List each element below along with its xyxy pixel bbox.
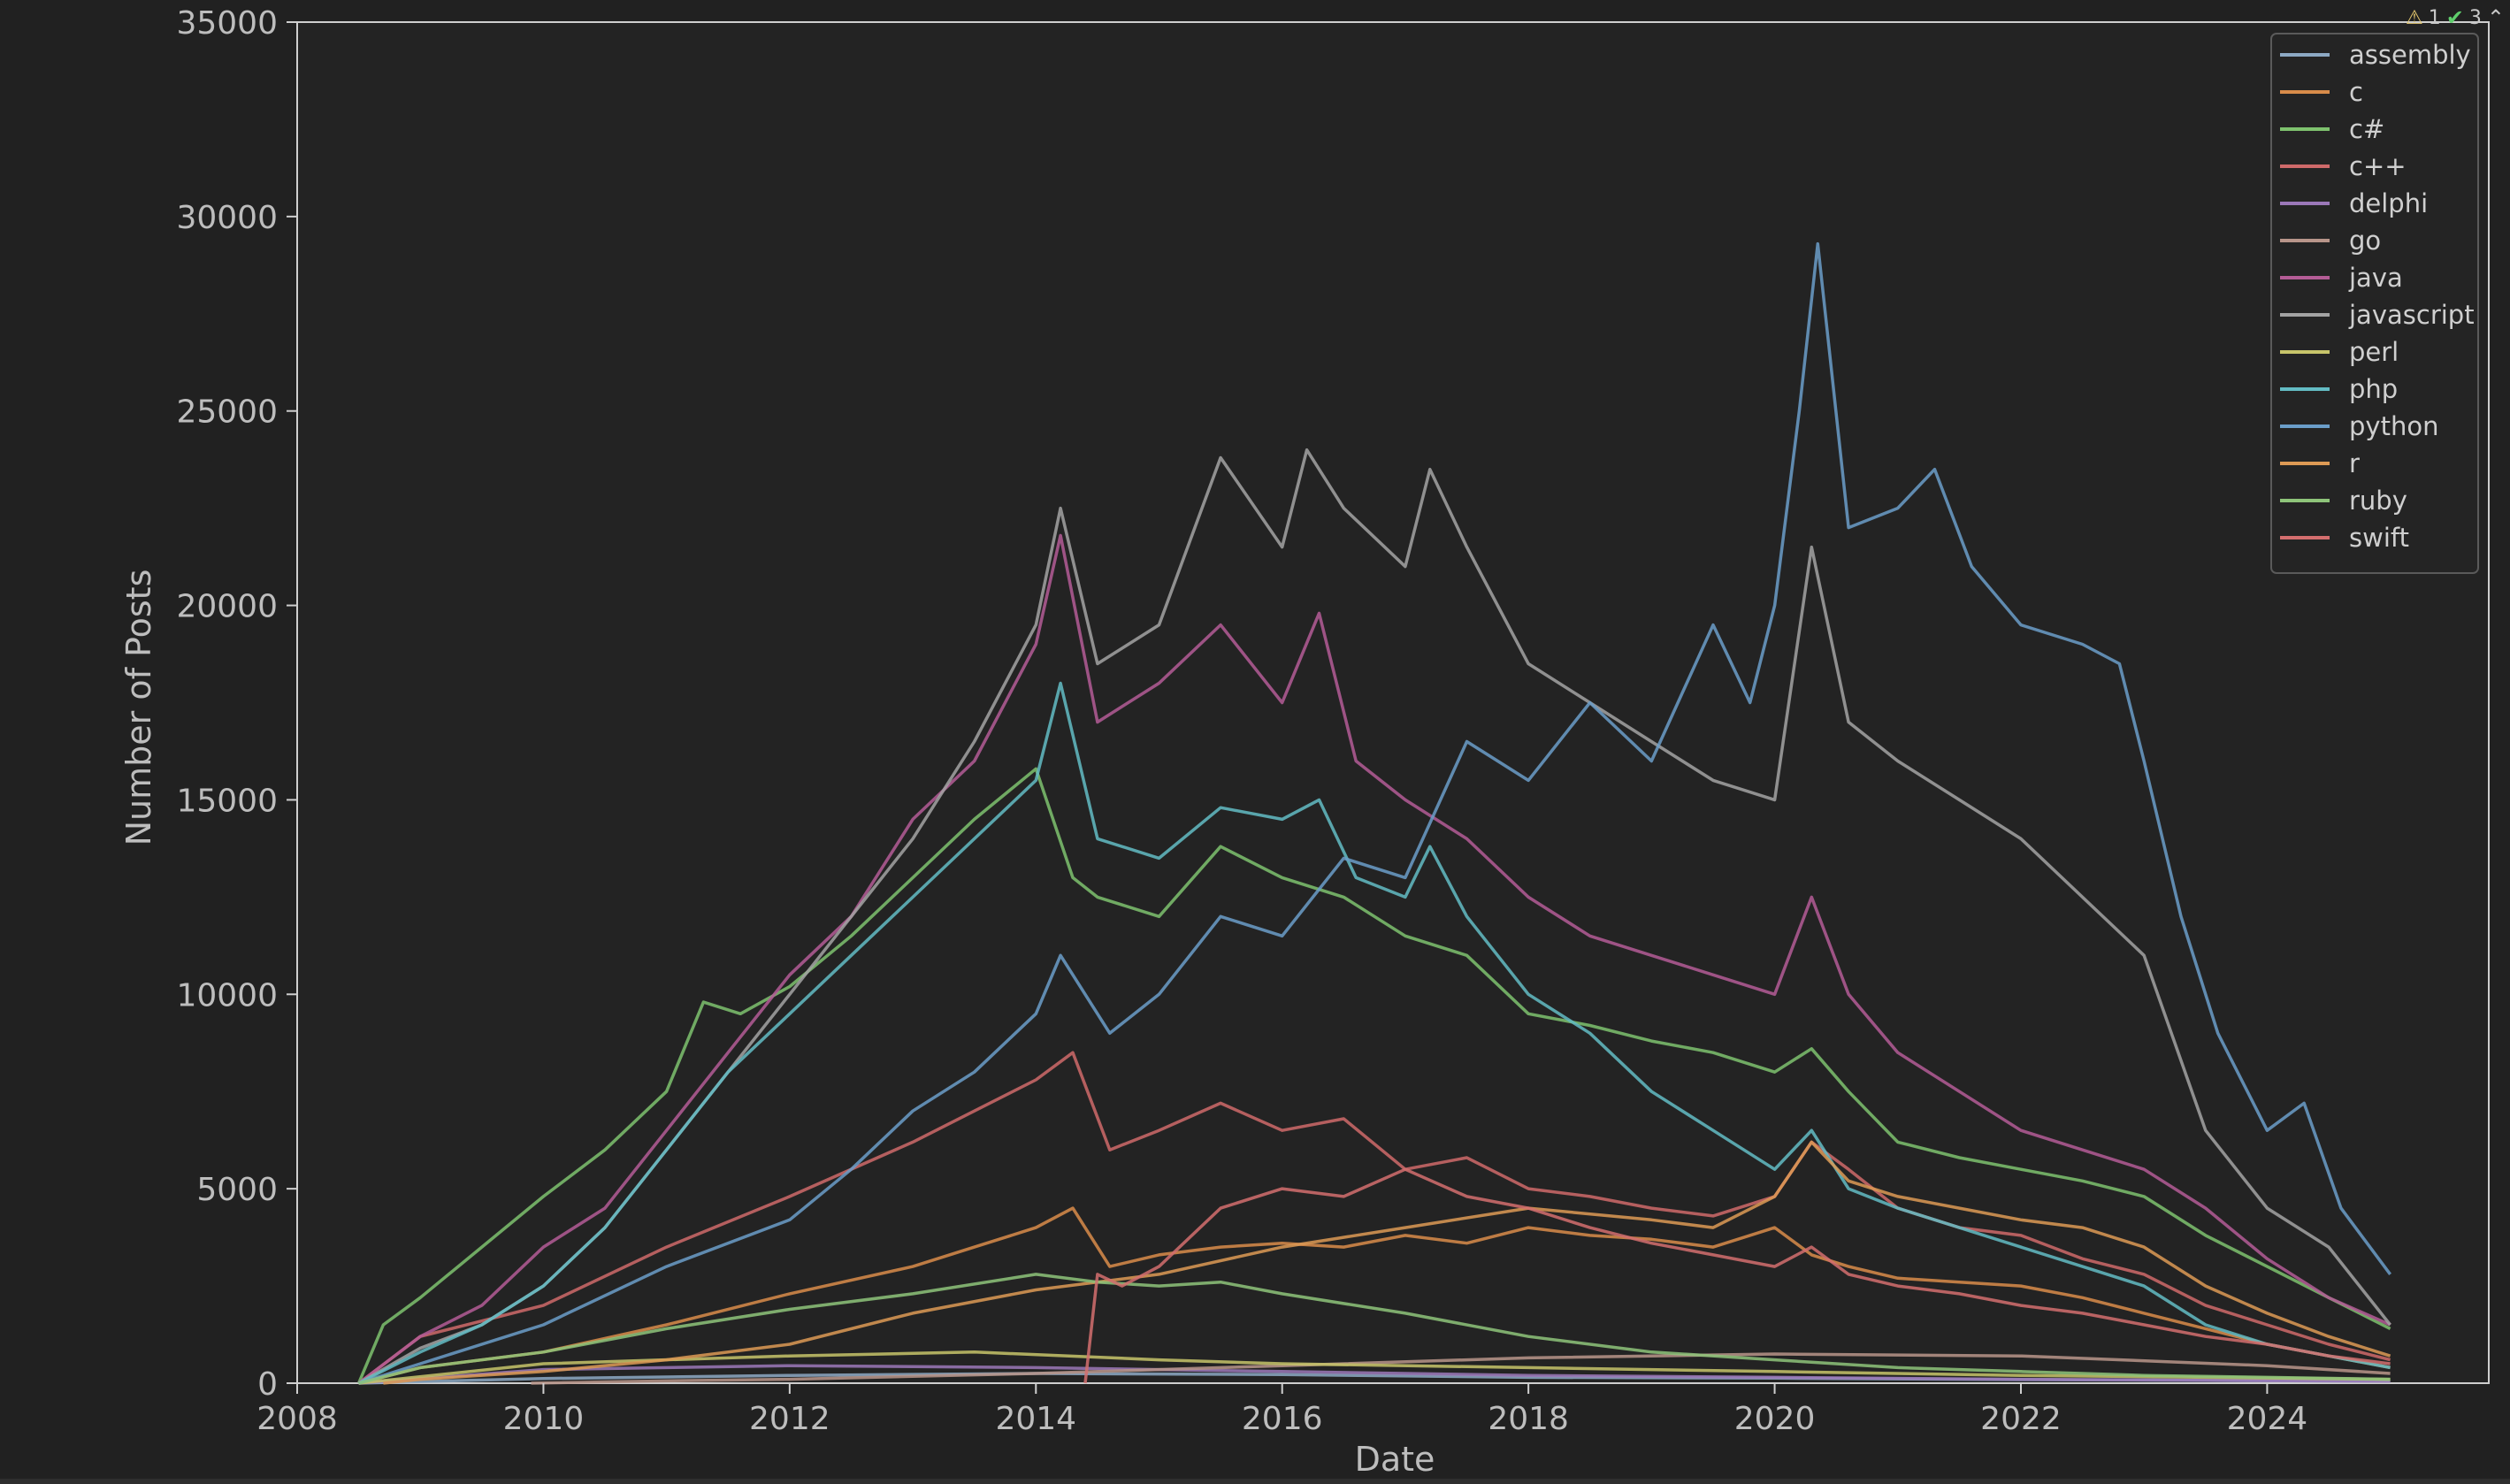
warning-count: 1 xyxy=(2428,6,2441,29)
x-tick-label: 2014 xyxy=(995,1401,1076,1437)
y-axis-title: Number of Posts xyxy=(119,570,158,846)
check-count: 3 xyxy=(2468,6,2482,29)
series-layer xyxy=(356,241,2392,1385)
series-line-php xyxy=(357,681,2391,1385)
y-tick-label: 25000 xyxy=(176,394,278,431)
legend-label-java: java xyxy=(2348,263,2403,293)
check-icon: ✔ xyxy=(2445,5,2464,30)
series-line-ruby xyxy=(358,1273,2391,1385)
y-tick-label: 5000 xyxy=(196,1172,278,1208)
x-tick-label: 2024 xyxy=(2227,1401,2308,1437)
x-tick-label: 2010 xyxy=(503,1401,585,1437)
x-tick-label: 2008 xyxy=(256,1401,338,1437)
legend-label-assembly: assembly xyxy=(2349,40,2471,70)
x-tick-label: 2018 xyxy=(1488,1401,1569,1437)
y-tick-label: 30000 xyxy=(176,200,278,236)
x-tick-label: 2022 xyxy=(1980,1401,2062,1437)
legend-label-c++: c++ xyxy=(2349,151,2407,181)
status-indicators[interactable]: ⚠ 1 ✔ 3 ⌃ xyxy=(2406,4,2505,32)
legend-label-ruby: ruby xyxy=(2349,486,2407,516)
legend-label-php: php xyxy=(2349,374,2398,404)
legend-label-delphi: delphi xyxy=(2349,188,2428,218)
series-line-javascript xyxy=(357,447,2391,1385)
x-tick-label: 2016 xyxy=(1242,1401,1323,1437)
legend-label-perl: perl xyxy=(2349,337,2399,367)
legend-label-python: python xyxy=(2349,411,2438,441)
chevron-up-icon[interactable]: ⌃ xyxy=(2486,5,2505,30)
legend: assembly c c# c++ delphi go java javascript perl… xyxy=(2270,33,2479,574)
y-tick-label: 10000 xyxy=(176,977,278,1014)
legend-box xyxy=(2270,33,2479,574)
series-line-r xyxy=(383,1140,2391,1385)
legend-label-r: r xyxy=(2349,448,2360,478)
y-tick-label: 0 xyxy=(257,1366,278,1403)
x-tick-label: 2012 xyxy=(749,1401,830,1437)
y-tick-label: 20000 xyxy=(176,589,278,625)
series-line-java xyxy=(357,533,2391,1385)
series-line-c# xyxy=(356,767,2391,1384)
series-line-c++ xyxy=(357,1051,2391,1385)
bottom-divider xyxy=(0,1479,2510,1484)
axes-layer: 2008 2010 2012 2014 2016 2018 2020 2022 2024 0 500… xyxy=(176,5,2307,1437)
legend-label-c: c xyxy=(2349,77,2363,107)
x-tick-label: 2020 xyxy=(1734,1401,1816,1437)
series-line-swift xyxy=(1083,1167,2391,1384)
legend-label-go: go xyxy=(2349,226,2381,256)
series-line-python xyxy=(358,241,2392,1385)
series-line-delphi xyxy=(358,1364,2391,1385)
legend-label-c#: c# xyxy=(2349,114,2384,144)
legend-label-javascript: javascript xyxy=(2348,300,2475,330)
x-axis-title: Date xyxy=(1355,1440,1435,1479)
series-line-go xyxy=(531,1352,2391,1385)
y-tick-label: 35000 xyxy=(176,5,278,42)
y-tick-label: 15000 xyxy=(176,783,278,819)
warning-icon: ⚠ xyxy=(2406,6,2423,29)
series-line-c xyxy=(358,1206,2391,1385)
legend-label-swift: swift xyxy=(2349,523,2409,553)
